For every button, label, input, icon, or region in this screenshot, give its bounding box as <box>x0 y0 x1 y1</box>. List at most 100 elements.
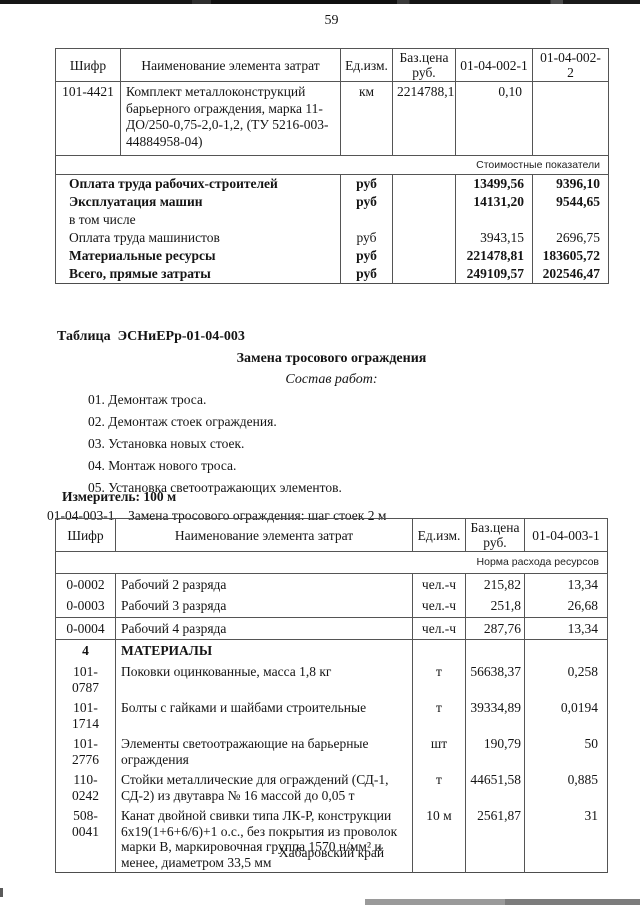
scan-artifact-bottom <box>365 899 640 905</box>
header-cell: 01-04-003-1 <box>524 518 608 552</box>
cell-value-1: 221478,81 <box>455 247 533 265</box>
section-title: Замена тросового ограждения <box>236 351 427 366</box>
cell-unit: 10 м <box>412 805 466 873</box>
cell-code: 110-0242 <box>55 769 116 805</box>
cell-base-price: 2561,87 <box>465 805 525 873</box>
header-cell: Ед.изм. <box>340 48 393 82</box>
cell-value-1: 14131,20 <box>455 193 533 211</box>
cell-unit: чел.-ч <box>412 573 466 595</box>
cell-base-price <box>392 174 456 193</box>
cell-base-price <box>392 193 456 211</box>
cell-code: 4 <box>55 639 116 661</box>
cell-name: Рабочий 3 разряда <box>115 595 413 617</box>
section-subtitle: Состав работ: <box>285 372 378 387</box>
header-cell: 01-04-002-2 <box>532 48 609 82</box>
table-row: 101-1714 Болты с гайками и шайбами строит… <box>55 697 608 733</box>
table-row: Материальные ресурсы руб 221478,81 183605,7… <box>55 247 609 265</box>
cell-base-price: 2214788,1 <box>392 81 456 156</box>
cell-value-2: 183605,72 <box>532 247 609 265</box>
table-row: 508-0041 Канат двойной свивки типа ЛК-Р, … <box>55 805 608 873</box>
cell-value-2: 9396,10 <box>532 174 609 193</box>
cost-table-01-04-002: Шифр Наименование элемента затрат Ед.изм. Б… <box>55 48 609 284</box>
header-cell: Ед.изм. <box>412 518 466 552</box>
cell-unit <box>412 639 466 661</box>
cell-name: Эксплуатация машин <box>55 193 341 211</box>
cell-base-price: 190,79 <box>465 733 525 769</box>
cell-base-price <box>392 229 456 247</box>
resource-table-body: Норма расхода ресурсов 0-0002 Рабочий 2 ра… <box>55 551 608 873</box>
header-cell: Баз.цена руб. <box>392 48 456 82</box>
table-row: 4 МАТЕРИАЛЫ <box>55 639 608 661</box>
section-label-row: Норма расхода ресурсов <box>55 551 608 574</box>
cell-value-1: 0,0194 <box>524 697 608 733</box>
cell-value-1: 26,68 <box>524 595 608 617</box>
resource-table-01-04-003: Шифр Наименование элемента затрат Ед.изм. Б… <box>55 518 608 873</box>
table-row: в том числе <box>55 211 609 229</box>
table-row: 0-0003 Рабочий 3 разряда чел.-ч 251,8 26,68 <box>55 595 608 617</box>
cell-base-price <box>392 265 456 284</box>
table-code-label: Таблица ЭСНиЕРр-01-04-003 <box>57 329 245 344</box>
work-item: 03. Установка новых стоек. <box>88 436 245 451</box>
cell-name: Болты с гайками и шайбами строительные <box>115 697 413 733</box>
resource-table-header: Шифр Наименование элемента затрат Ед.изм. Б… <box>55 518 608 552</box>
cell-value-2: 2696,75 <box>532 229 609 247</box>
cell-base-price: 251,8 <box>465 595 525 617</box>
table-row: 0-0004 Рабочий 4 разряда чел.-ч 287,76 13,34 <box>55 616 608 640</box>
cell-unit: т <box>412 697 466 733</box>
cell-code: 0-0003 <box>55 595 116 617</box>
cell-unit: чел.-ч <box>412 616 466 640</box>
cell-base-price: 39334,89 <box>465 697 525 733</box>
cell-name: Комплект металлоконструкций барьерного о… <box>120 81 341 156</box>
cell-name: Всего, прямые затраты <box>55 265 341 284</box>
section-label-cell: Норма расхода ресурсов <box>55 551 608 574</box>
cell-base-price <box>392 211 456 229</box>
cell-base-price <box>465 639 525 661</box>
cell-unit: руб <box>340 247 393 265</box>
cell-code: 0-0004 <box>55 616 116 640</box>
cell-code: 101-2776 <box>55 733 116 769</box>
cell-value-1 <box>455 211 533 229</box>
measure-label: Измеритель: 100 м <box>62 489 177 504</box>
cell-name: Канат двойной свивки типа ЛК-Р, конструк… <box>115 805 413 873</box>
cost-table-body: 101-4421 Комплект металлоконструкций барь… <box>55 81 609 284</box>
cell-unit: руб <box>340 193 393 211</box>
cell-code: 101-1714 <box>55 697 116 733</box>
header-cell: 01-04-002-1 <box>455 48 533 82</box>
cell-unit: шт <box>412 733 466 769</box>
cell-value-2 <box>532 211 609 229</box>
cell-code: 101-4421 <box>55 81 121 156</box>
cell-unit: руб <box>340 265 393 284</box>
cell-code: 101-0787 <box>55 661 116 697</box>
cell-name: МАТЕРИАЛЫ <box>115 639 413 661</box>
header-row: Шифр Наименование элемента затрат Ед.изм. Б… <box>55 48 609 82</box>
scan-artifact-bottom-dark <box>505 899 640 905</box>
cell-name: Рабочий 4 разряда <box>115 616 413 640</box>
cell-base-price <box>392 247 456 265</box>
table-row: Эксплуатация машин руб 14131,20 9544,65 <box>55 193 609 211</box>
cell-value-1: 31 <box>524 805 608 873</box>
header-cell: Наименование элемента затрат <box>120 48 341 82</box>
header-cell: Баз.цена руб. <box>465 518 525 552</box>
work-item: 02. Демонтаж стоек ограждения. <box>88 414 277 429</box>
cell-base-price: 44651,58 <box>465 769 525 805</box>
table-row: 101-2776 Элементы светоотражающие на барь… <box>55 733 608 769</box>
cell-name: Оплата труда рабочих-строителей <box>55 174 341 193</box>
cell-unit: т <box>412 769 466 805</box>
cell-value-1: 50 <box>524 733 608 769</box>
cell-code: 508-0041 <box>55 805 116 873</box>
header-row: Шифр Наименование элемента затрат Ед.изм. Б… <box>55 518 608 552</box>
cell-unit <box>340 211 393 229</box>
cell-value-2: 9544,65 <box>532 193 609 211</box>
cell-base-price: 287,76 <box>465 616 525 640</box>
cell-name: Материальные ресурсы <box>55 247 341 265</box>
cell-value-1: 0,10 <box>455 81 533 156</box>
cell-value-1 <box>524 639 608 661</box>
work-item: 01. Демонтаж троса. <box>88 392 207 407</box>
cell-value-1: 0,885 <box>524 769 608 805</box>
cell-base-price: 215,82 <box>465 573 525 595</box>
cell-unit: км <box>340 81 393 156</box>
header-cell: Шифр <box>55 48 121 82</box>
header-cell: Шифр <box>55 518 116 552</box>
section-label-cell: Стоимостные показатели <box>55 155 609 175</box>
